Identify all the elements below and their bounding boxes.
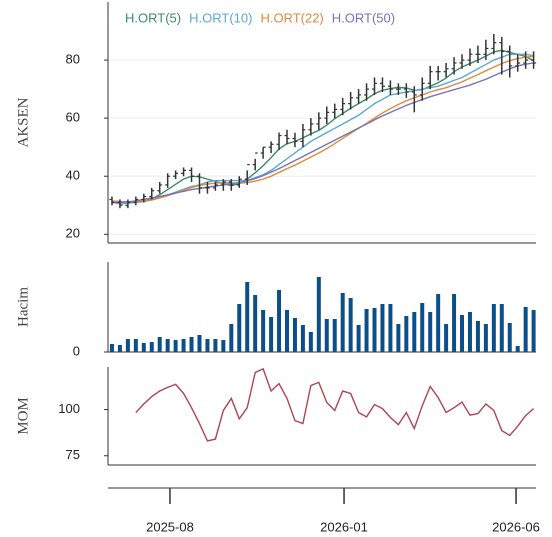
volume-bar xyxy=(253,295,258,352)
y-axis-label: MOM xyxy=(15,397,31,435)
volume-bar xyxy=(316,277,321,352)
volume-bar xyxy=(149,342,154,352)
volume-bar xyxy=(388,304,393,352)
y-tick-label: 0 xyxy=(73,343,80,358)
volume-bar xyxy=(109,344,114,352)
volume-bar xyxy=(396,324,401,352)
volume-bar xyxy=(261,310,266,352)
volume-bar xyxy=(269,317,274,352)
moving-average-line xyxy=(111,55,534,203)
volume-bar xyxy=(284,310,289,352)
moving-average-line xyxy=(111,53,534,205)
legend-entry: H.ORT(5) xyxy=(125,10,181,25)
volume-bar xyxy=(420,303,425,352)
volume-bar xyxy=(173,340,178,352)
y-tick-label: 75 xyxy=(66,447,80,462)
y-axis-label: Hacim xyxy=(15,287,31,327)
volume-bar xyxy=(213,339,218,352)
volume-bar xyxy=(165,339,170,352)
volume-bar xyxy=(372,308,377,352)
volume-bar xyxy=(491,304,496,352)
volume-bar xyxy=(292,318,297,352)
volume-bar xyxy=(356,325,361,352)
volume-bar xyxy=(197,335,202,352)
volume-bar xyxy=(157,337,162,352)
volume-bar xyxy=(221,340,226,352)
volume-bar xyxy=(308,332,313,352)
volume-bar xyxy=(404,316,409,352)
volume-bar xyxy=(467,312,472,352)
volume-bar xyxy=(507,323,512,352)
y-tick-label: 80 xyxy=(66,52,80,67)
volume-bar xyxy=(348,298,353,352)
moving-average-line xyxy=(111,49,534,205)
volume-bar xyxy=(428,312,433,352)
legend-entry: H.ORT(50) xyxy=(332,10,395,25)
x-tick-label: 2026-06 xyxy=(492,519,540,534)
volume-bar xyxy=(483,324,488,352)
volume-bar xyxy=(499,304,504,352)
y-tick-label: 40 xyxy=(66,168,80,183)
volume-bar xyxy=(181,339,186,352)
volume-bar xyxy=(237,304,242,352)
y-tick-label: 20 xyxy=(66,226,80,241)
volume-bar xyxy=(515,346,520,352)
x-tick-label: 2025-08 xyxy=(146,519,194,534)
volume-bar xyxy=(436,294,441,352)
volume-bar xyxy=(460,315,465,352)
volume-bar xyxy=(277,290,282,352)
momentum-line xyxy=(135,367,535,442)
x-tick-label: 2026-01 xyxy=(320,519,368,534)
volume-bar xyxy=(205,339,210,352)
volume-bar xyxy=(229,324,234,352)
legend-entry: H.ORT(10) xyxy=(189,10,252,25)
volume-bar xyxy=(245,282,250,352)
volume-bar xyxy=(452,294,457,352)
volume-bar xyxy=(380,304,385,352)
legend-entry: H.ORT(22) xyxy=(260,10,323,25)
volume-bar xyxy=(141,343,146,352)
volume-bar xyxy=(523,307,528,352)
y-tick-label: 100 xyxy=(58,401,80,416)
volume-bar xyxy=(531,310,536,352)
volume-bar xyxy=(475,321,480,352)
moving-average-line xyxy=(111,62,534,204)
y-axis-label: AKSEN xyxy=(15,97,31,147)
volume-bar xyxy=(117,345,122,352)
volume-bar xyxy=(189,337,194,352)
volume-bar xyxy=(332,319,337,352)
y-tick-label: 60 xyxy=(66,110,80,125)
volume-bar xyxy=(340,293,345,352)
volume-bar xyxy=(133,339,138,352)
volume-bar xyxy=(125,339,130,352)
volume-bar xyxy=(412,312,417,352)
volume-bar xyxy=(324,319,329,352)
volume-bar xyxy=(364,309,369,352)
volume-bar xyxy=(300,325,305,352)
volume-bar xyxy=(444,324,449,352)
